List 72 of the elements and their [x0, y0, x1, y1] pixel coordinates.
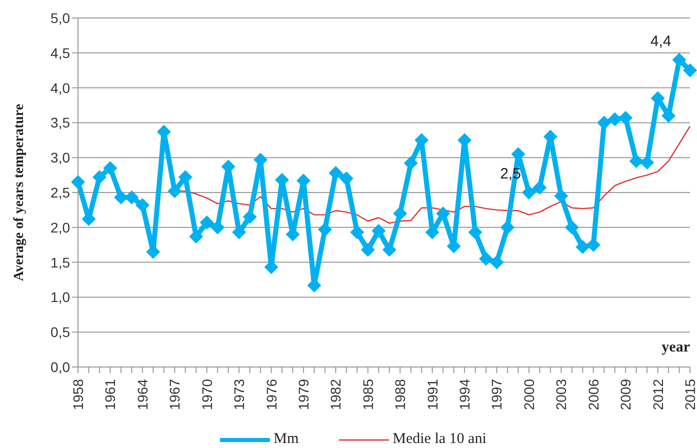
point — [350, 225, 364, 240]
point — [672, 52, 686, 67]
y-tick-label: 2,0 — [50, 219, 70, 236]
x-tick-label: 2000 — [520, 378, 537, 410]
point — [468, 225, 482, 240]
point — [92, 170, 106, 184]
x-tick-label: 1967 — [166, 378, 183, 410]
x-tick-label: 1961 — [102, 378, 118, 410]
y-tick-label: 5,0 — [50, 10, 70, 26]
x-tick-label: 1997 — [488, 378, 505, 410]
y-tick-label: 3,5 — [50, 114, 70, 131]
y-tick-label: 0,0 — [50, 358, 70, 375]
legend-label: Mm — [274, 431, 299, 448]
x-tick-label: 1970 — [198, 378, 215, 410]
y-tick-label: 4,0 — [50, 80, 70, 96]
x-axis-title: year — [662, 340, 690, 356]
point — [404, 156, 418, 170]
x-tick-label: 2015 — [682, 378, 697, 410]
point — [318, 222, 332, 236]
point — [576, 240, 590, 254]
point — [490, 255, 504, 270]
point — [339, 172, 354, 186]
data-label: 4,4 — [650, 32, 672, 50]
point — [683, 63, 697, 78]
y-tick-label: 1,5 — [50, 254, 70, 270]
point — [608, 112, 622, 126]
point — [479, 252, 493, 266]
point — [393, 206, 408, 220]
point — [210, 220, 225, 234]
point — [500, 220, 514, 234]
point — [135, 198, 150, 212]
x-tick-label: 2009 — [618, 378, 634, 410]
y-tick-label: 0,5 — [50, 324, 70, 340]
point — [629, 154, 644, 168]
point — [124, 190, 139, 204]
point — [103, 161, 118, 176]
x-tick-label: 1991 — [424, 378, 440, 410]
x-tick-label: 1994 — [456, 378, 473, 410]
y-tick-label: 2,5 — [50, 184, 70, 200]
y-tick-label: 3,0 — [50, 150, 70, 166]
y-axis-title: Average of years temperature — [12, 104, 27, 282]
point — [200, 216, 214, 230]
point — [640, 155, 654, 170]
point — [522, 186, 536, 200]
point — [114, 190, 128, 204]
point — [372, 224, 386, 238]
point — [554, 188, 568, 203]
x-tick-label: 1979 — [295, 378, 312, 410]
point — [360, 242, 375, 257]
x-tick-label: 1982 — [328, 378, 344, 410]
x-tick-label: 1976 — [263, 378, 280, 410]
x-tick-label: 2003 — [553, 378, 570, 410]
x-tick-label: 2006 — [585, 378, 602, 410]
point — [597, 116, 612, 130]
point — [436, 206, 450, 220]
legend-label: Medie la 10 ani — [392, 431, 486, 448]
point — [382, 242, 396, 257]
y-tick-label: 4,5 — [50, 44, 70, 61]
y-tick-label: 1,0 — [50, 289, 70, 306]
point — [71, 175, 85, 190]
point — [532, 180, 547, 195]
x-tick-label: 1958 — [70, 378, 86, 410]
x-tick-label: 1964 — [134, 378, 150, 410]
point — [564, 220, 579, 234]
x-tick-label: 1985 — [360, 378, 376, 410]
point — [242, 210, 257, 224]
x-tick-label: 1988 — [392, 378, 408, 410]
point — [618, 110, 633, 125]
point — [586, 238, 600, 252]
x-tick-label: 1973 — [231, 378, 248, 410]
point — [328, 166, 343, 180]
x-tick-label: 2012 — [650, 378, 666, 410]
